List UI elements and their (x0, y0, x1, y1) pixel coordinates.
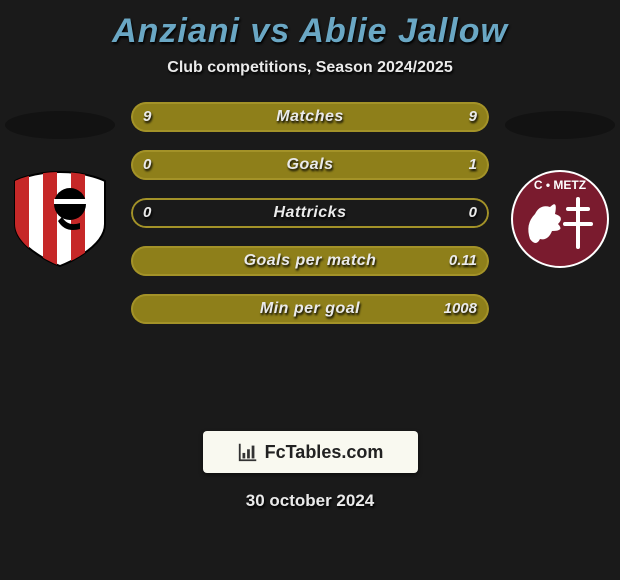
stat-label: Goals per match (131, 246, 489, 276)
content-area: C • METZ Matches99Goals01Hattricks00Goal… (0, 101, 620, 421)
chart-icon (237, 441, 259, 463)
page-title: Anziani vs Ablie Jallow (0, 12, 620, 51)
stat-value-left: 0 (143, 150, 151, 180)
infographic-date: 30 october 2024 (0, 491, 620, 511)
stat-label: Min per goal (131, 294, 489, 324)
right-player-column: C • METZ (500, 101, 620, 381)
stat-label: Hattricks (131, 198, 489, 228)
stat-row: Goals0 1 (130, 149, 490, 181)
stat-value-left: 9 (143, 102, 151, 132)
source-logo-box: FcTables.com (203, 431, 418, 473)
right-player-photo-placeholder (505, 111, 615, 139)
stat-value-right: 0 (469, 198, 477, 228)
page-subtitle: Club competitions, Season 2024/2025 (0, 59, 620, 77)
left-player-column (0, 101, 120, 381)
stat-label: Matches (131, 102, 489, 132)
stat-value-right: 9 (469, 102, 477, 132)
source-logo-text: FcTables.com (265, 442, 384, 463)
stat-row: Hattricks0 0 (130, 197, 490, 229)
left-team-badge (10, 169, 110, 269)
stat-value-left: 0 (143, 198, 151, 228)
stat-row: Goals per match0.11 (130, 245, 490, 277)
stats-list: Matches99Goals01Hattricks00Goals per mat… (130, 101, 490, 341)
right-team-badge: C • METZ (510, 169, 610, 269)
left-player-photo-placeholder (5, 111, 115, 139)
stat-label: Goals (131, 150, 489, 180)
stat-row: Matches9 9 (130, 101, 490, 133)
stat-value-right: 0.11 (449, 246, 477, 276)
svg-text:C • METZ: C • METZ (534, 178, 586, 192)
infographic-container: Anziani vs Ablie Jallow Club competition… (0, 12, 620, 580)
stat-value-right: 1008 (444, 294, 477, 324)
stat-value-right: 1 (469, 150, 477, 180)
stat-row: Min per goal1008 (130, 293, 490, 325)
